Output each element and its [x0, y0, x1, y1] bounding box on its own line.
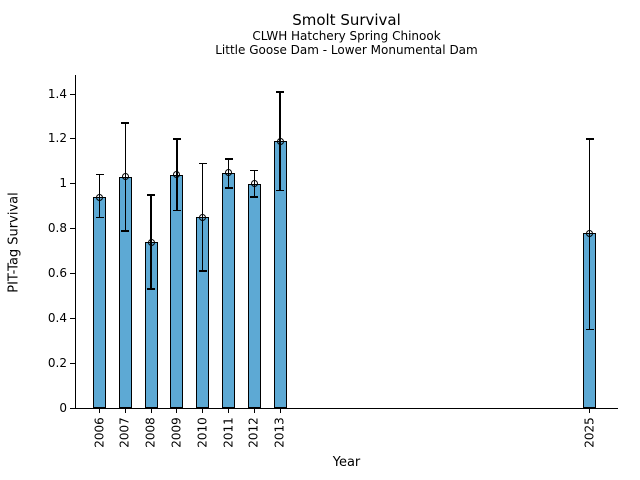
x-tick — [124, 409, 126, 413]
point-marker — [225, 169, 232, 176]
point-marker — [199, 213, 207, 221]
x-tick-label: 2007 — [117, 417, 132, 448]
y-tick-label: 0.8 — [47, 221, 67, 236]
bar-2012 — [247, 183, 261, 408]
point-marker — [96, 193, 103, 201]
y-axis-spine — [75, 75, 76, 409]
y-tick-label: 1.2 — [47, 131, 67, 146]
y-tick — [70, 183, 75, 185]
y-tick-label: 0.4 — [47, 310, 67, 325]
y-tick — [70, 317, 75, 319]
x-tick — [589, 409, 591, 413]
x-tick-label: 2009 — [169, 417, 184, 448]
error-bar-cap-bottom — [224, 187, 233, 189]
error-bar-cap-top — [224, 158, 233, 160]
error-bar-cap-bottom — [147, 288, 156, 290]
x-tick-label: 2012 — [246, 417, 261, 448]
error-bar-cap-top — [585, 138, 594, 140]
y-tick — [70, 228, 75, 230]
error-bar-cap-bottom — [276, 189, 285, 192]
error-bar-cap-top — [147, 194, 156, 196]
chart-subtitle-line2: Little Goose Dam - Lower Monumental Dam — [215, 43, 478, 57]
x-tick-label: 2011 — [221, 417, 235, 448]
x-axis-label: Year — [332, 455, 361, 470]
x-tick-label: 2008 — [143, 417, 158, 448]
y-tick — [70, 362, 75, 364]
x-tick — [176, 409, 178, 413]
error-bar-cap-top — [250, 169, 259, 171]
error-bar-cap-top — [172, 138, 181, 140]
error-bar-cap-top — [198, 162, 207, 165]
point-marker — [121, 173, 129, 181]
x-tick — [228, 409, 229, 413]
error-bar-cap-bottom — [121, 230, 130, 232]
x-tick — [202, 409, 204, 413]
y-tick-label: 0.2 — [47, 355, 67, 370]
point-marker — [276, 137, 284, 145]
y-axis-label: PIT-Tag Survival — [6, 192, 22, 293]
error-bar-cap-bottom — [198, 270, 207, 272]
x-tick-label: 2006 — [92, 417, 106, 448]
x-axis-spine — [75, 408, 618, 409]
y-tick — [70, 272, 75, 274]
y-tick — [70, 138, 75, 140]
error-bar-cap-bottom — [250, 196, 259, 198]
y-tick-label: 0 — [59, 400, 67, 415]
point-marker — [173, 171, 181, 179]
x-tick-label: 2025 — [582, 417, 597, 448]
point-marker — [250, 180, 258, 188]
error-bar-cap-bottom — [585, 328, 594, 331]
y-tick-label: 1.4 — [47, 86, 67, 101]
bar-2006 — [93, 197, 106, 408]
y-tick-label: 0.6 — [47, 265, 67, 280]
x-tick — [99, 409, 100, 413]
x-tick — [253, 409, 255, 413]
point-marker — [147, 238, 155, 246]
chart-title: Smolt Survival — [292, 11, 401, 29]
bar-2011 — [222, 172, 235, 408]
x-tick — [279, 409, 281, 413]
error-bar-cap-top — [276, 91, 285, 93]
y-tick-label: 1 — [59, 176, 67, 191]
x-tick-label: 2013 — [272, 417, 287, 448]
error-bar-cap-top — [95, 173, 104, 176]
point-marker — [586, 229, 594, 237]
error-bar-cap-bottom — [95, 216, 104, 219]
x-tick — [150, 409, 152, 413]
x-tick-label: 2010 — [195, 417, 210, 448]
error-bar-cap-bottom — [172, 209, 181, 212]
chart-subtitle-line1: CLWH Hatchery Spring Chinook — [252, 29, 441, 43]
error-bar-cap-top — [121, 122, 130, 124]
y-tick — [70, 407, 75, 409]
y-tick — [70, 93, 75, 95]
